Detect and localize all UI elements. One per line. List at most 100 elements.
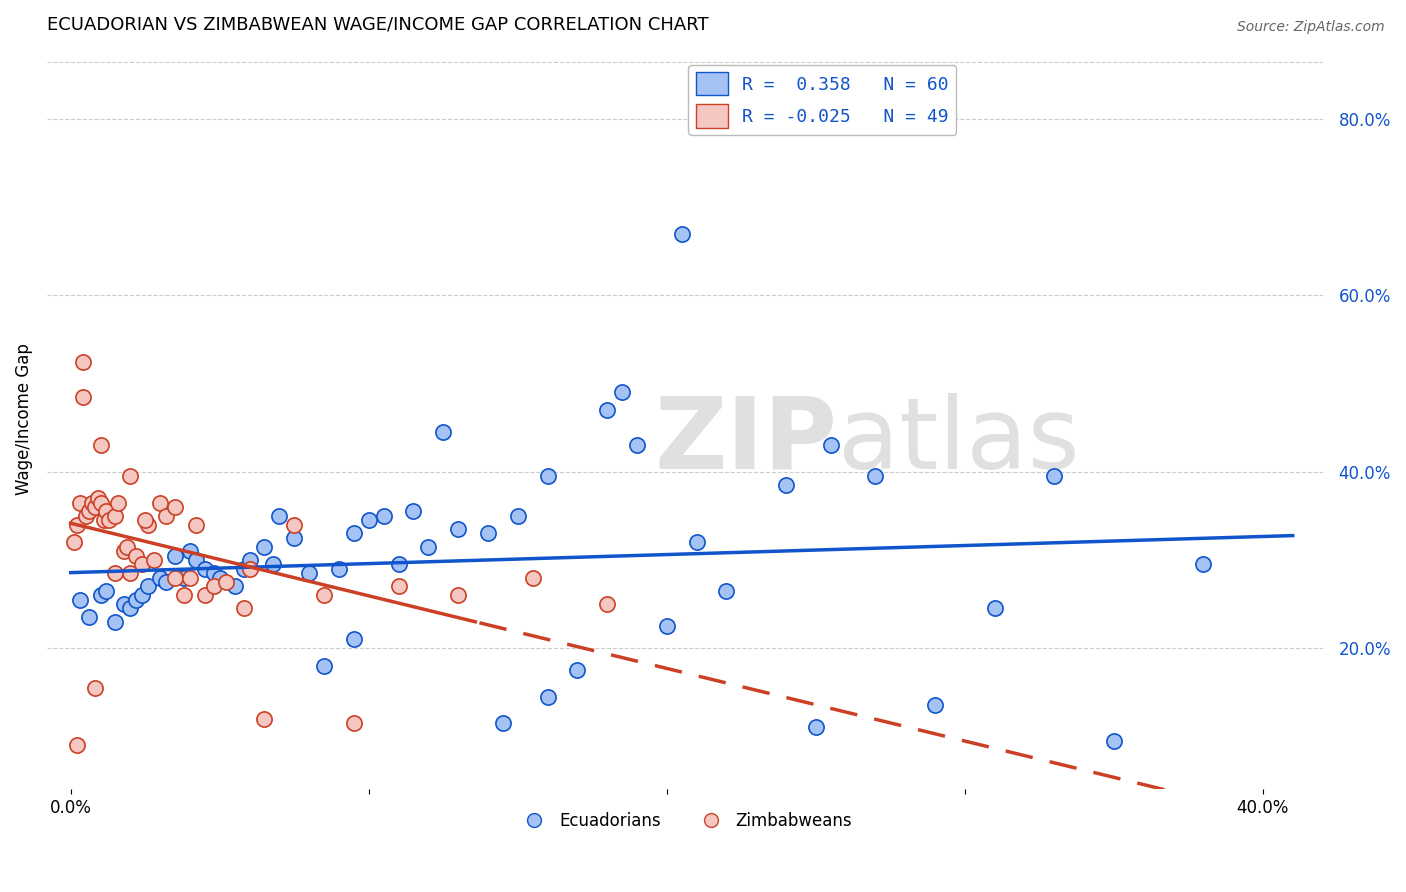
- Point: [83, 681, 105, 695]
- Point: [149, 571, 172, 585]
- Point: [387, 579, 409, 593]
- Point: [194, 588, 217, 602]
- Point: [136, 579, 159, 593]
- Point: [77, 610, 100, 624]
- Point: [567, 663, 589, 677]
- Point: [77, 504, 100, 518]
- Point: [136, 517, 159, 532]
- Legend: Ecuadorians, Zimbabweans: Ecuadorians, Zimbabweans: [510, 805, 859, 837]
- Point: [72, 390, 94, 404]
- Point: [62, 535, 84, 549]
- Point: [536, 469, 558, 483]
- Point: [117, 540, 139, 554]
- Point: [125, 549, 148, 563]
- Text: Source: ZipAtlas.com: Source: ZipAtlas.com: [1237, 20, 1385, 34]
- Point: [173, 588, 195, 602]
- Text: ECUADORIAN VS ZIMBABWEAN WAGE/INCOME GAP CORRELATION CHART: ECUADORIAN VS ZIMBABWEAN WAGE/INCOME GAP…: [46, 15, 709, 33]
- Point: [775, 478, 797, 492]
- Point: [149, 495, 172, 509]
- Text: ZIP: ZIP: [655, 392, 838, 490]
- Point: [98, 513, 121, 527]
- Point: [131, 558, 153, 572]
- Point: [93, 513, 115, 527]
- Point: [155, 508, 177, 523]
- Point: [253, 712, 276, 726]
- Point: [80, 495, 103, 509]
- Point: [120, 566, 142, 581]
- Point: [202, 579, 225, 593]
- Point: [716, 583, 738, 598]
- Point: [626, 438, 648, 452]
- Point: [418, 540, 440, 554]
- Point: [90, 438, 112, 452]
- Point: [104, 566, 127, 581]
- Point: [804, 721, 827, 735]
- Point: [179, 571, 201, 585]
- Point: [343, 526, 366, 541]
- Point: [72, 354, 94, 368]
- Point: [506, 508, 529, 523]
- Point: [312, 658, 335, 673]
- Y-axis label: Wage/Income Gap: Wage/Income Gap: [15, 343, 32, 495]
- Point: [184, 517, 207, 532]
- Point: [373, 508, 395, 523]
- Point: [685, 535, 707, 549]
- Point: [96, 504, 118, 518]
- Point: [402, 504, 425, 518]
- Point: [90, 588, 112, 602]
- Point: [447, 588, 470, 602]
- Point: [357, 513, 380, 527]
- Point: [96, 583, 118, 598]
- Point: [232, 601, 254, 615]
- Point: [90, 495, 112, 509]
- Point: [343, 716, 366, 731]
- Point: [865, 469, 887, 483]
- Point: [283, 531, 305, 545]
- Point: [492, 716, 515, 731]
- Point: [66, 738, 89, 752]
- Point: [238, 553, 260, 567]
- Point: [820, 438, 842, 452]
- Point: [120, 469, 142, 483]
- Point: [215, 574, 238, 589]
- Point: [238, 562, 260, 576]
- Point: [983, 601, 1005, 615]
- Text: atlas: atlas: [838, 392, 1080, 490]
- Point: [536, 690, 558, 704]
- Point: [134, 513, 156, 527]
- Point: [610, 385, 633, 400]
- Point: [112, 597, 135, 611]
- Point: [165, 549, 187, 563]
- Point: [69, 495, 91, 509]
- Point: [343, 632, 366, 647]
- Point: [447, 522, 470, 536]
- Point: [104, 615, 127, 629]
- Point: [202, 566, 225, 581]
- Point: [596, 403, 619, 417]
- Point: [143, 553, 166, 567]
- Point: [107, 495, 129, 509]
- Point: [179, 544, 201, 558]
- Point: [1192, 558, 1215, 572]
- Point: [432, 425, 454, 439]
- Point: [155, 574, 177, 589]
- Point: [269, 508, 291, 523]
- Point: [1043, 469, 1066, 483]
- Point: [112, 544, 135, 558]
- Point: [1102, 733, 1125, 747]
- Point: [86, 491, 108, 506]
- Point: [262, 558, 284, 572]
- Point: [165, 571, 187, 585]
- Point: [120, 601, 142, 615]
- Point: [194, 562, 217, 576]
- Point: [232, 562, 254, 576]
- Point: [312, 588, 335, 602]
- Point: [224, 579, 246, 593]
- Point: [328, 562, 350, 576]
- Point: [173, 571, 195, 585]
- Point: [75, 508, 97, 523]
- Point: [655, 619, 678, 633]
- Point: [253, 540, 276, 554]
- Point: [298, 566, 321, 581]
- Point: [66, 517, 89, 532]
